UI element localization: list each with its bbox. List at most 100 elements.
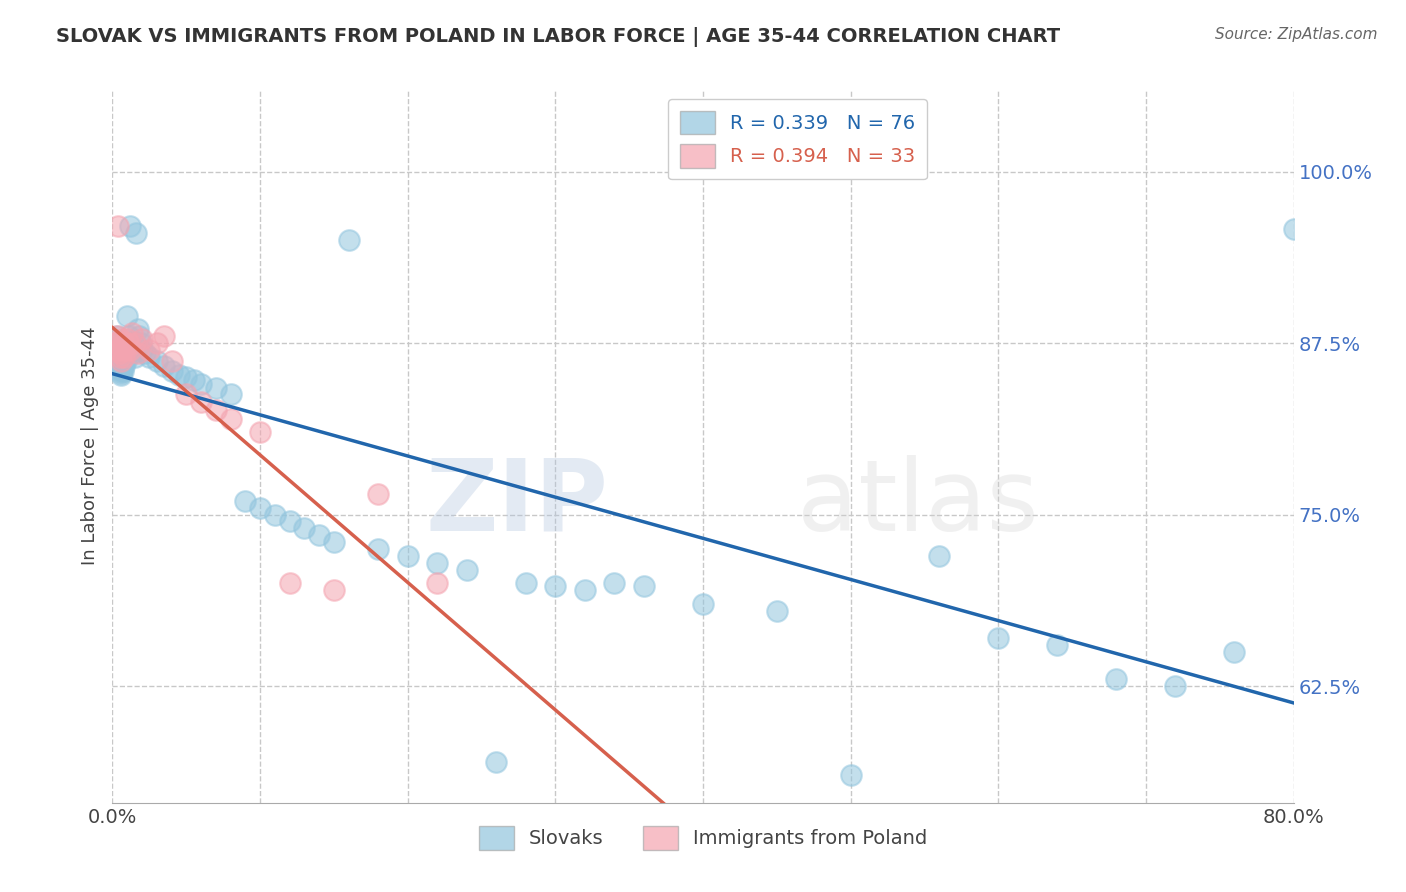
Point [160,354,183,368]
Point [174,370,197,384]
Point [485,755,508,769]
Point [112,354,135,368]
Point [118,336,141,351]
Point [111,363,134,377]
Text: Source: ZipAtlas.com: Source: ZipAtlas.com [1215,27,1378,42]
Text: ZIP: ZIP [426,455,609,551]
Point [692,597,714,611]
Point [124,350,146,364]
Point [249,500,271,515]
Point [110,366,132,380]
Point [127,345,149,359]
Point [122,345,145,359]
Point [107,343,129,357]
Point [108,357,131,371]
Point [112,345,135,359]
Point [146,336,169,351]
Point [160,363,183,377]
Point [167,368,190,382]
Point [1282,222,1305,236]
Point [118,336,141,351]
Point [117,309,138,323]
Point [110,332,132,346]
Point [108,362,131,376]
Point [108,350,131,364]
Point [987,631,1010,645]
Point [574,583,596,598]
Point [396,549,419,563]
Point [190,395,212,409]
Point [112,350,135,364]
Point [153,329,176,343]
Point [111,343,134,357]
Text: SLOVAK VS IMMIGRANTS FROM POLAND IN LABOR FORCE | AGE 35-44 CORRELATION CHART: SLOVAK VS IMMIGRANTS FROM POLAND IN LABO… [56,27,1060,46]
Point [219,387,242,401]
Point [233,494,256,508]
Point [249,425,271,440]
Point [108,345,131,359]
Point [456,562,478,576]
Point [114,350,136,364]
Point [112,359,135,374]
Point [129,336,152,351]
Point [219,411,242,425]
Point [278,576,301,591]
Point [131,343,153,357]
Text: atlas: atlas [797,455,1039,551]
Point [131,332,153,346]
Point [515,576,537,591]
Point [134,345,156,359]
Y-axis label: In Labor Force | Age 35-44: In Labor Force | Age 35-44 [80,326,98,566]
Point [128,329,150,343]
Point [114,354,136,368]
Point [127,322,149,336]
Point [1164,679,1187,693]
Point [323,583,346,598]
Point [190,377,212,392]
Point [367,541,389,556]
Point [183,373,205,387]
Point [104,336,127,351]
Point [1355,673,1378,687]
Point [114,343,136,357]
Point [107,354,129,368]
Point [120,219,142,234]
Point [1046,638,1069,652]
Point [337,233,360,247]
Point [426,576,449,591]
Point [205,403,228,417]
Point [111,336,134,351]
Point [1327,665,1350,680]
Point [107,345,129,359]
Point [367,487,389,501]
Point [1223,645,1246,659]
Point [117,332,138,346]
Point [111,350,134,364]
Point [323,535,346,549]
Point [633,579,655,593]
Point [278,515,301,529]
Point [839,768,862,782]
Legend: R = 0.339   N = 76, R = 0.394   N = 33: R = 0.339 N = 76, R = 0.394 N = 33 [668,99,927,179]
Point [124,336,146,351]
Point [426,556,449,570]
Point [766,604,789,618]
Point [174,387,197,401]
Point [121,343,143,357]
Point [110,363,132,377]
Point [118,329,141,343]
Point [544,579,567,593]
Point [110,368,132,382]
Point [110,354,132,368]
Point [1105,673,1128,687]
Point [117,343,138,357]
Point [928,549,950,563]
Point [205,381,228,395]
Point [146,354,169,368]
Point [105,329,128,343]
Point [108,359,131,374]
Point [104,336,127,351]
Point [112,336,135,351]
Point [125,227,148,241]
Point [105,343,128,357]
